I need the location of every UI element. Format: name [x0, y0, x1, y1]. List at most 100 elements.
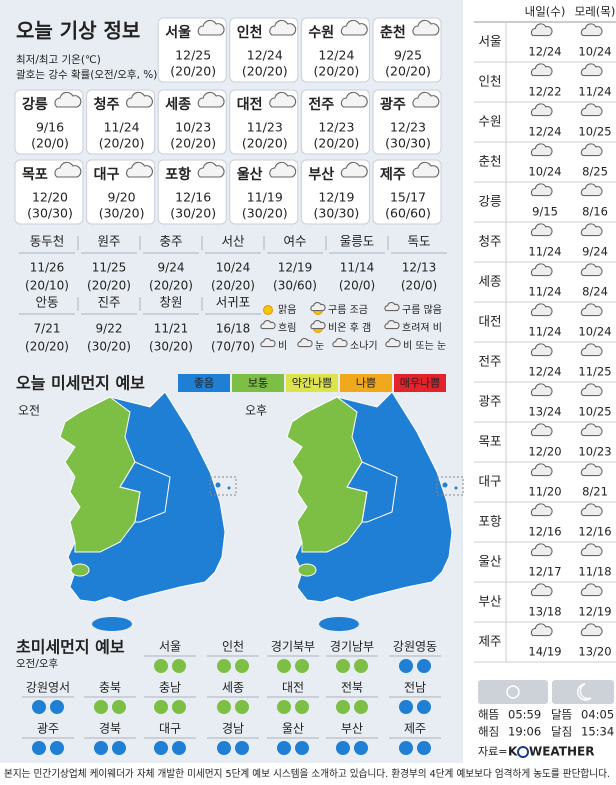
row-city: 포항: [478, 514, 502, 529]
city-name: 대구: [94, 167, 120, 183]
level-dot: [94, 700, 108, 714]
city-temp: 12/20: [32, 190, 68, 205]
source-logo: K: [508, 745, 518, 759]
cloud-icon: [269, 91, 297, 108]
region: [119, 461, 171, 523]
island: [215, 482, 221, 488]
small-city-rain: (20/10): [25, 279, 69, 293]
small-city-name: 충주: [159, 234, 182, 249]
level-dot: [112, 700, 126, 714]
island: [92, 617, 132, 631]
cloud-icon: [530, 463, 553, 477]
row-temp: 12/20: [528, 445, 561, 459]
city-name: 광주: [380, 96, 406, 113]
city-name: 수원: [308, 25, 334, 41]
level-dot: [399, 741, 413, 755]
city-name: 서울: [165, 24, 191, 41]
row-temp: 13/24: [528, 405, 561, 419]
small-city-name: 창원: [159, 295, 182, 310]
legend-label: 흐림: [278, 322, 296, 334]
region-name: 광주: [37, 722, 59, 736]
sun-box: [478, 680, 548, 704]
legend-label: 비 또는 눈: [403, 340, 446, 352]
level-label: 매우나쁨: [400, 377, 440, 390]
city-rain: (30/30): [385, 136, 431, 151]
small-city-name: 서귀포: [216, 295, 251, 310]
region-name: 제주: [404, 722, 426, 736]
region-name: 부산: [341, 722, 363, 736]
astro-time: 05:59: [508, 708, 541, 722]
cloud-icon: [340, 161, 368, 178]
cloud-icon: [580, 183, 603, 197]
source-label: 자료=: [478, 745, 507, 758]
row-temp: 8/24: [582, 285, 608, 299]
cloud-icon: [530, 503, 553, 517]
level-dot: [399, 700, 413, 714]
island-box: [436, 476, 464, 496]
level-dot: [354, 741, 368, 755]
level-dot: [295, 659, 309, 673]
cloud-icon: [530, 143, 553, 157]
small-city-name: 서산: [221, 234, 245, 249]
cloud-icon: [412, 161, 440, 178]
row-temp: 12/24: [528, 125, 561, 139]
city-name: 울산: [237, 166, 263, 183]
row-temp: 11/24: [528, 245, 561, 259]
region-name: 경북: [99, 722, 121, 736]
cloud-icon: [310, 302, 326, 312]
row-temp: 10/23: [578, 445, 611, 459]
level-dot: [50, 741, 64, 755]
level-box: [394, 374, 446, 392]
day-header: 모레(목): [575, 5, 616, 19]
cloud-icon: [340, 91, 368, 108]
level-dot: [154, 741, 168, 755]
small-city-name: 독도: [407, 234, 430, 249]
region-name: 전북: [341, 681, 363, 695]
row-temp: 11/24: [578, 85, 611, 99]
level-box: [178, 374, 230, 392]
row-city: 전주: [478, 354, 501, 369]
small-city-temp: 12/13: [402, 261, 437, 275]
cloud-icon: [530, 263, 553, 277]
region-name: 경기남부: [330, 640, 374, 654]
sun-icon: [263, 305, 273, 315]
row-temp: 10/24: [578, 45, 611, 59]
level-dot: [277, 700, 291, 714]
cloud-icon: [580, 143, 603, 157]
region-name: 전남: [404, 681, 426, 695]
subtitle: 최저/최고 기온(℃): [16, 54, 101, 66]
ultrafine-subtitle: 오전/오후: [16, 658, 59, 670]
cloud-icon: [530, 183, 553, 197]
island: [227, 486, 231, 490]
city-temp: 12/24: [247, 48, 283, 63]
row-city: 춘천: [478, 154, 501, 169]
fine-dust-title: 오늘 미세먼지 예보: [16, 374, 145, 393]
cloud-icon: [197, 19, 225, 36]
small-city-temp: 11/26: [30, 261, 65, 275]
cloud-icon: [385, 338, 401, 348]
legend-label: 비온 후 갬: [328, 322, 371, 334]
small-city-rain: (30/60): [273, 279, 317, 293]
legend-label: 구름 조금: [328, 304, 368, 316]
cloud-icon: [530, 223, 553, 237]
region-name: 강원영서: [26, 681, 70, 695]
cloud-icon: [530, 23, 553, 37]
city-temp: 11/23: [247, 120, 283, 135]
city-name: 부산: [308, 166, 334, 183]
row-temp: 13/18: [528, 605, 561, 619]
footer: 본지는 민간기상업체 케이웨더가 자체 개발한 미세먼지 5단계 예보 시스템을…: [4, 767, 610, 780]
small-city-rain: (20/0): [339, 279, 375, 293]
level-dot: [154, 659, 168, 673]
row-temp: 11/18: [578, 565, 611, 579]
cloud-icon: [530, 543, 553, 557]
city-name: 인천: [237, 24, 263, 41]
day-header: 내일(수): [525, 5, 566, 19]
cloud-icon: [580, 583, 603, 597]
region: [59, 396, 141, 553]
row-temp: 9/15: [532, 205, 558, 219]
city-temp: 10/23: [175, 120, 211, 135]
small-city-rain: (70/70): [211, 340, 255, 354]
cloud-icon: [269, 19, 297, 36]
small-city-name: 원주: [97, 234, 120, 249]
